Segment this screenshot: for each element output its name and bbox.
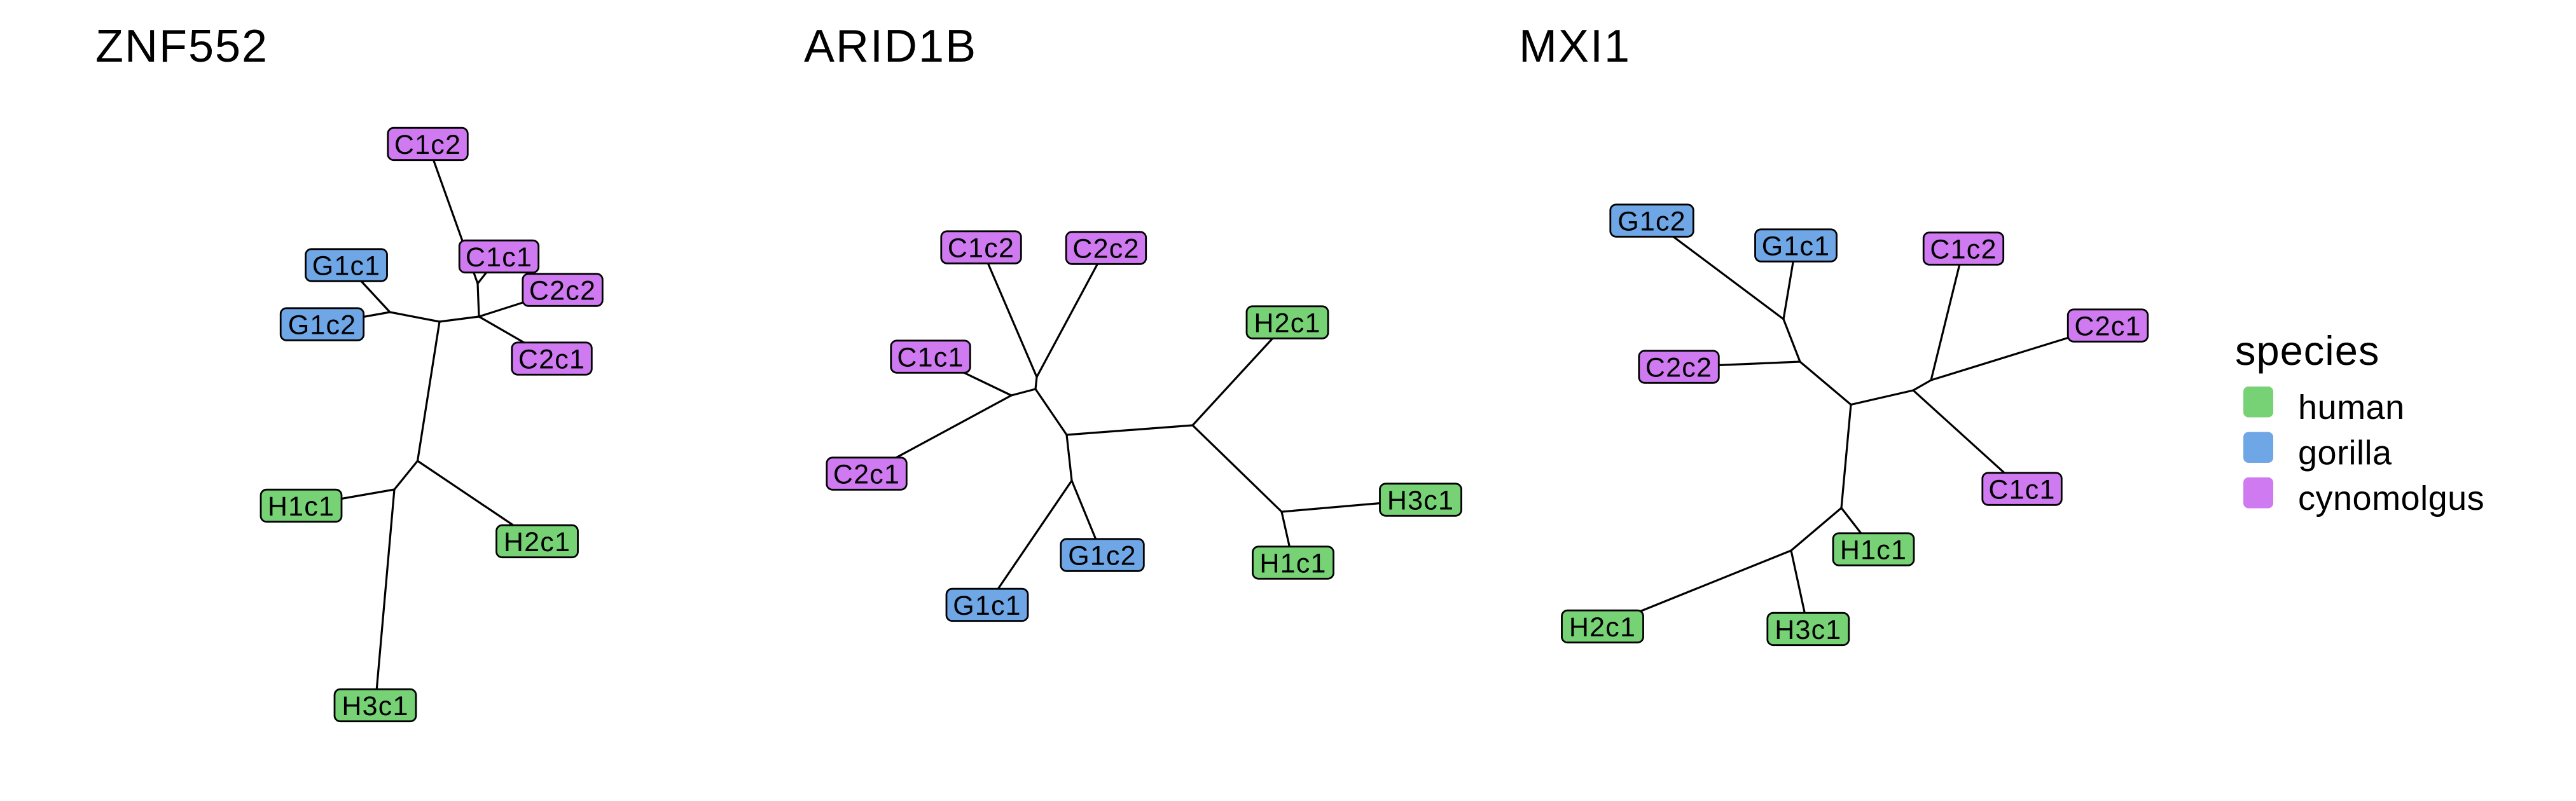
svg-text:human: human xyxy=(2298,388,2405,427)
svg-text:G1c1: G1c1 xyxy=(312,251,381,282)
svg-text:C1c2: C1c2 xyxy=(1930,235,1997,265)
svg-text:G1c2: G1c2 xyxy=(1617,207,1686,237)
svg-text:G1c1: G1c1 xyxy=(953,591,1021,621)
svg-text:H2c1: H2c1 xyxy=(1254,308,1320,339)
svg-text:C2c1: C2c1 xyxy=(2074,312,2141,342)
svg-text:G1c2: G1c2 xyxy=(288,310,357,341)
svg-text:C1c1: C1c1 xyxy=(897,343,964,373)
svg-text:MXI1: MXI1 xyxy=(1519,21,1631,72)
svg-text:H1c1: H1c1 xyxy=(268,491,335,522)
svg-text:C1c1: C1c1 xyxy=(1988,475,2055,505)
svg-text:H2c1: H2c1 xyxy=(1569,612,1636,643)
svg-text:G1c1: G1c1 xyxy=(1762,231,1831,262)
svg-text:H2c1: H2c1 xyxy=(504,527,571,558)
svg-text:C1c2: C1c2 xyxy=(948,233,1014,264)
svg-text:H3c1: H3c1 xyxy=(1775,615,1841,645)
svg-text:ZNF552: ZNF552 xyxy=(95,21,268,72)
svg-text:gorilla: gorilla xyxy=(2298,434,2392,472)
svg-text:C2c2: C2c2 xyxy=(1072,234,1139,264)
svg-text:species: species xyxy=(2235,327,2379,374)
svg-text:cynomolgus: cynomolgus xyxy=(2298,479,2484,517)
svg-text:C1c2: C1c2 xyxy=(394,130,461,160)
svg-text:G1c2: G1c2 xyxy=(1068,541,1137,572)
svg-text:C2c1: C2c1 xyxy=(518,345,585,375)
svg-text:C2c2: C2c2 xyxy=(1645,353,1712,383)
svg-text:ARID1B: ARID1B xyxy=(804,21,977,72)
svg-text:C2c2: C2c2 xyxy=(529,276,596,306)
svg-text:C1c1: C1c1 xyxy=(466,242,532,273)
svg-text:H1c1: H1c1 xyxy=(1259,549,1326,579)
svg-text:H3c1: H3c1 xyxy=(342,691,408,722)
svg-text:H3c1: H3c1 xyxy=(1387,486,1454,516)
svg-text:C2c1: C2c1 xyxy=(833,460,900,490)
svg-text:H1c1: H1c1 xyxy=(1840,535,1907,566)
